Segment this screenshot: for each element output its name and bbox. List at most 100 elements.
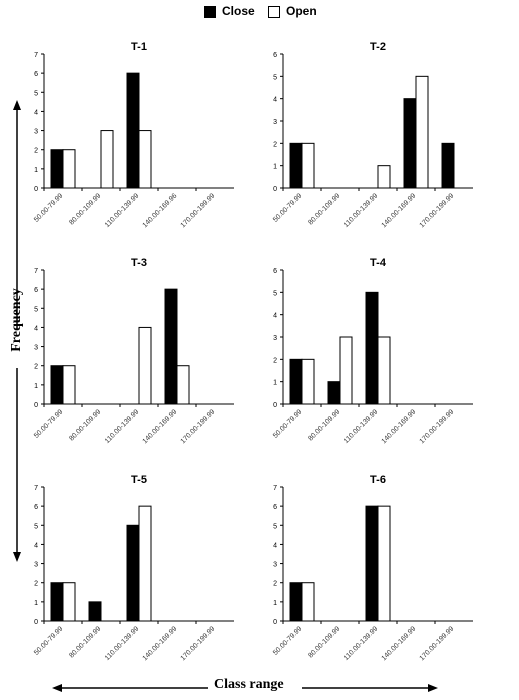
chart-title: T-3	[131, 257, 147, 269]
open-bar	[100, 130, 114, 189]
y-tick-label: 2	[34, 581, 38, 588]
y-axis-label-area: Frequency	[2, 80, 32, 570]
open-bar	[377, 336, 391, 405]
legend-open-swatch	[268, 6, 280, 18]
y-tick-label: 4	[34, 325, 38, 332]
chart-title: T-6	[370, 474, 386, 486]
x-tick-label: 140.00-169.99	[142, 625, 179, 662]
y-tick-label: 2	[273, 581, 277, 588]
chart-panel-5: T-5 0 1 2 3 4 5 6 7 50.00-79.99 80.00-109.99 110.00…	[33, 474, 234, 662]
y-arrow-down-head	[13, 552, 21, 562]
chart-panel-3: T-3 0 1 2 3 4 5 6 7 50.00-79.99 80.00-109.99 110.00…	[33, 257, 234, 445]
y-tick-label: 4	[273, 97, 277, 104]
x-tick-label: 110.00-139.99	[343, 408, 380, 445]
x-tick-label: 50.00-79.99	[33, 408, 64, 439]
x-tick-label: 80.00-109.99	[307, 408, 341, 442]
close-bar	[50, 149, 64, 189]
chart-title: T-2	[370, 41, 386, 53]
y-arrow-up-head	[13, 100, 21, 110]
y-tick-label: 2	[34, 364, 38, 371]
y-tick-label: 5	[273, 523, 277, 530]
open-bar	[138, 505, 152, 622]
x-tick-label: 50.00-79.99	[33, 192, 64, 223]
x-axis-label-area: Class range	[50, 676, 450, 700]
close-bar	[126, 524, 140, 622]
open-bar	[301, 358, 315, 405]
y-tick-label: 0	[34, 186, 38, 193]
y-tick-label: 7	[34, 52, 38, 59]
y-tick-label: 7	[34, 485, 38, 492]
close-bar	[365, 505, 379, 622]
frequency-label: Frequency	[9, 288, 24, 352]
open-bar	[138, 130, 152, 189]
y-tick-label: 5	[34, 90, 38, 97]
y-tick-label: 3	[273, 562, 277, 569]
chart-panel-2: T-2 0 1 2 3 4 5 6 50.00-79.99 80.00-109.99 110.00-…	[272, 41, 473, 229]
y-tick-label: 7	[34, 268, 38, 275]
x-tick-label: 110.00-139.99	[343, 625, 380, 662]
x-tick-label: 170.00-199.99	[419, 192, 456, 229]
close-bar	[403, 98, 417, 189]
y-tick-label: 4	[34, 109, 38, 116]
x-tick-label: 80.00-109.99	[307, 625, 341, 659]
chart-panel-1: T-1 0 1 2 3 4 5 6 7 50.00-79.99 80.00-109.99 110.00…	[33, 41, 234, 229]
y-tick-label: 3	[273, 335, 277, 342]
y-tick-label: 5	[34, 523, 38, 530]
y-tick-label: 3	[34, 562, 38, 569]
close-bar	[327, 381, 341, 405]
x-tick-label: 50.00-79.99	[272, 408, 303, 439]
y-tick-label: 6	[273, 52, 277, 59]
y-tick-label: 7	[273, 485, 277, 492]
open-bar	[377, 165, 391, 189]
open-bar	[301, 582, 315, 622]
y-tick-label: 6	[34, 504, 38, 511]
legend-open-label: Open	[286, 4, 317, 18]
x-tick-label: 80.00-109.99	[307, 192, 341, 226]
x-tick-label: 50.00-79.99	[33, 625, 64, 656]
x-tick-label: 50.00-79.99	[272, 625, 303, 656]
y-tick-label: 5	[273, 74, 277, 81]
y-tick-label: 6	[34, 287, 38, 294]
open-bar	[339, 336, 353, 405]
open-bar	[62, 149, 76, 189]
close-bar	[88, 601, 102, 622]
x-tick-label: 140.00-169.96	[142, 192, 179, 229]
y-tick-label: 1	[34, 383, 38, 390]
y-tick-label: 0	[273, 402, 277, 409]
x-tick-label: 140.00-169.99	[381, 192, 418, 229]
close-bar	[164, 288, 178, 405]
x-tick-label: 170.00-199.99	[180, 192, 217, 229]
y-tick-label: 1	[273, 164, 277, 171]
close-bar	[50, 582, 64, 622]
y-tick-label: 4	[273, 542, 277, 549]
y-tick-label: 4	[273, 313, 277, 320]
x-arrow-right-head	[428, 684, 438, 692]
y-tick-label: 3	[34, 129, 38, 136]
y-tick-label: 0	[273, 186, 277, 193]
x-tick-label: 140.00-169.99	[142, 408, 179, 445]
y-tick-label: 1	[273, 600, 277, 607]
close-bar	[365, 291, 379, 405]
legend-close-swatch	[204, 6, 216, 18]
x-tick-label: 140.00-169.99	[381, 408, 418, 445]
open-bar	[176, 365, 190, 405]
y-tick-label: 6	[34, 71, 38, 78]
y-tick-label: 0	[34, 619, 38, 626]
x-tick-label: 110.00-139.99	[104, 192, 141, 229]
chart-title: T-4	[370, 257, 387, 269]
open-bar	[377, 505, 391, 622]
x-tick-label: 80.00-109.99	[68, 625, 102, 659]
y-tick-label: 0	[34, 402, 38, 409]
y-tick-label: 2	[273, 357, 277, 364]
y-tick-label: 2	[34, 148, 38, 155]
x-tick-label: 80.00-109.99	[68, 408, 102, 442]
x-tick-label: 170.00-199.99	[419, 625, 456, 662]
x-tick-label: 50.00-79.99	[272, 192, 303, 223]
x-tick-label: 140.00-169.99	[381, 625, 418, 662]
x-arrow-left-head	[52, 684, 62, 692]
x-tick-label: 170.00-199.99	[419, 408, 456, 445]
y-tick-label: 6	[273, 268, 277, 275]
y-tick-label: 3	[34, 345, 38, 352]
y-tick-label: 3	[273, 119, 277, 126]
